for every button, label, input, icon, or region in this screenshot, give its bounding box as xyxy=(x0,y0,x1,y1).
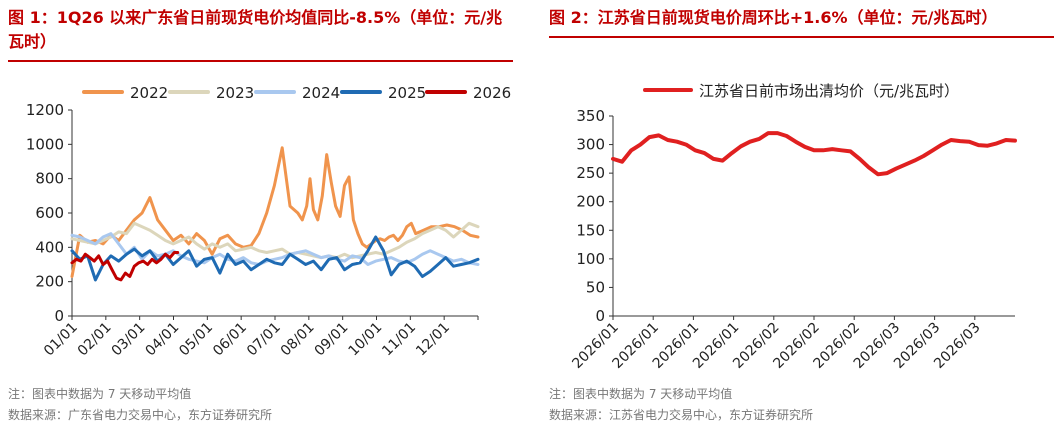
x-tick-label: 07/01 xyxy=(244,320,284,360)
y-tick-label: 100 xyxy=(576,250,605,268)
y-tick-label: 150 xyxy=(576,221,605,239)
x-tick-label: 03/01 xyxy=(109,320,149,360)
series-line-2025 xyxy=(70,235,480,282)
figure-2-title-rule xyxy=(549,36,1054,38)
legend-label: 2023 xyxy=(216,84,254,102)
y-tick-label: 1000 xyxy=(26,135,64,153)
figure-1-title: 图 1：1Q26 以来广东省日前现货电价均值同比-8.5%（单位：元/兆瓦时） xyxy=(8,8,503,51)
y-tick-label: 1200 xyxy=(26,101,64,119)
series-line-2023 xyxy=(70,221,480,260)
series-line-2026 xyxy=(70,251,180,282)
y-tick-label: 350 xyxy=(576,107,605,125)
figure-2-panel: 图 2：江苏省日前现货电价周环比+1.6%（单位：元/兆瓦时） 0 50 100 15… xyxy=(541,0,1061,430)
figure-2-source: 数据来源：江苏省电力交易中心，东方证券研究所 xyxy=(549,408,814,422)
legend-label: 江苏省日前市场出清均价（元/兆瓦时） xyxy=(699,82,959,100)
x-tick-label: 02/01 xyxy=(75,320,115,360)
x-tick-label: 11/01 xyxy=(379,320,419,360)
y-tick-label: 50 xyxy=(586,278,605,296)
y-tick-label: 0 xyxy=(595,307,605,325)
figure-1-note: 注：图表中数据为 7 天移动平均值 xyxy=(8,387,192,401)
series-line-jiangsu-price xyxy=(611,131,1017,177)
y-tick-label: 200 xyxy=(576,193,605,211)
y-tick-label: 300 xyxy=(576,136,605,154)
x-tick-label: 08/01 xyxy=(278,320,318,360)
y-tick-label: 250 xyxy=(576,164,605,182)
legend-label: 2022 xyxy=(130,84,168,102)
legend-label: 2025 xyxy=(388,84,426,102)
guangdong-price-chart: 0 200 400 600 800 1000 1200 01/0102/0103/0104/0… xyxy=(26,84,511,360)
figure-2-note: 注：图表中数据为 7 天移动平均值 xyxy=(549,387,733,401)
y-tick-label: 800 xyxy=(35,170,64,188)
figure-1-source: 数据来源：广东省电力交易中心，东方证券研究所 xyxy=(8,408,273,422)
figure-1-title-rule xyxy=(8,60,513,62)
legend-label: 2024 xyxy=(302,84,340,102)
x-tick-label: 09/01 xyxy=(312,320,352,360)
series-line-2022 xyxy=(70,146,480,278)
y-tick-label: 600 xyxy=(35,204,64,222)
y-tick-label: 0 xyxy=(54,307,64,325)
x-tick-label: 04/01 xyxy=(142,320,182,360)
x-tick-label: 06/01 xyxy=(210,320,250,360)
x-tick-label: 12/01 xyxy=(413,320,453,360)
figure-1-panel: 图 1：1Q26 以来广东省日前现货电价均值同比-8.5%（单位：元/兆瓦时） … xyxy=(0,0,520,430)
x-tick-label: 01/01 xyxy=(41,320,81,360)
y-tick-label: 400 xyxy=(35,238,64,256)
x-tick-label: 05/01 xyxy=(176,320,216,360)
x-tick-label: 10/01 xyxy=(345,320,385,360)
y-tick-label: 200 xyxy=(35,273,64,291)
legend-label: 2026 xyxy=(473,84,511,102)
figure-2-title: 图 2：江苏省日前现货电价周环比+1.6%（单位：元/兆瓦时） xyxy=(549,8,998,27)
jiangsu-price-chart: 0501001502002503003502026/012026/012026/… xyxy=(569,82,1017,372)
